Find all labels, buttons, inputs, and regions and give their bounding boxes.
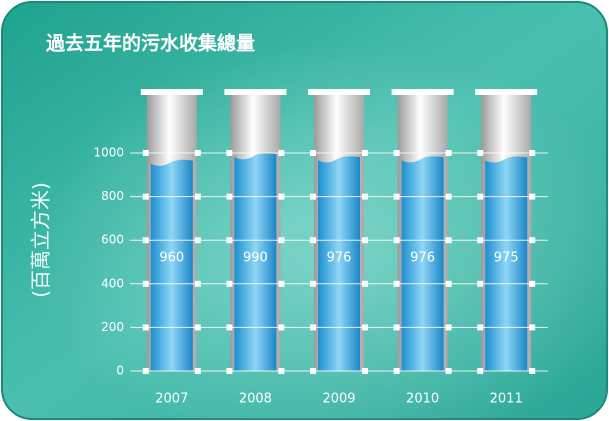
grid-notch (477, 324, 484, 331)
grid-notch (278, 237, 285, 244)
grid-notch (393, 237, 400, 244)
grid-notch (529, 368, 536, 374)
value-label: 976 (327, 251, 352, 266)
tube-rim (140, 89, 203, 95)
grid-notch (477, 193, 484, 200)
grid-notch (194, 280, 201, 287)
grid-notch (445, 368, 452, 374)
grid-notch (393, 324, 400, 331)
grid-notch (226, 237, 233, 244)
grid-notch (278, 324, 285, 331)
x-tick-label: 2010 (406, 392, 439, 407)
y-tick-label: 1000 (93, 146, 124, 160)
grid-notch (362, 237, 368, 244)
grid-notch (529, 280, 536, 287)
grid-notch (194, 237, 201, 244)
x-tick-label: 2008 (239, 392, 272, 407)
y-tick-label: 200 (101, 320, 124, 334)
grid-notch (278, 193, 285, 200)
y-tick-label: 800 (101, 189, 124, 203)
value-label: 960 (159, 251, 184, 266)
grid-notch (445, 280, 452, 287)
grid-notch (445, 193, 452, 200)
grid-notch (310, 150, 316, 156)
grid-notch (226, 193, 233, 200)
value-label: 975 (494, 251, 519, 266)
grid-notch (362, 368, 368, 374)
grid-notch (142, 237, 149, 244)
grid-notch (445, 150, 452, 156)
grid-notch (310, 368, 316, 374)
grid-notch (194, 150, 201, 156)
grid-notch (529, 237, 536, 244)
grid-notch (226, 324, 233, 331)
grid-notch (310, 193, 316, 200)
grid-notch (226, 280, 233, 287)
grid-notch (445, 237, 452, 244)
grid-notch (393, 280, 400, 287)
grid-notch (477, 368, 484, 374)
y-tick-label: 0 (116, 364, 124, 378)
grid-notch (477, 150, 484, 156)
grid-notch (529, 193, 536, 200)
grid-notch (393, 193, 400, 200)
tube-rim (308, 89, 370, 95)
grid-notch (393, 368, 400, 374)
grid-notch (310, 237, 316, 244)
grid-notch (393, 150, 400, 156)
x-tick-label: 2009 (322, 392, 355, 407)
grid-notch (142, 193, 149, 200)
grid-notch (310, 324, 316, 331)
grid-notch (477, 280, 484, 287)
x-tick-label: 2011 (490, 392, 523, 407)
value-label: 976 (410, 251, 435, 266)
y-tick-label: 400 (101, 276, 124, 290)
grid-notch (226, 150, 233, 156)
grid-notch (529, 324, 536, 331)
grid-notch (529, 150, 536, 156)
grid-notch (278, 150, 285, 156)
grid-notch (194, 368, 201, 374)
grid-notch (226, 368, 233, 374)
grid-notch (142, 280, 149, 287)
grid-notch (362, 280, 368, 287)
bar (150, 159, 193, 371)
grid-notch (142, 150, 149, 156)
grid-notch (194, 324, 201, 331)
grid-notch (362, 150, 368, 156)
bar (234, 153, 277, 371)
bar (401, 156, 444, 371)
chart-title: 過去五年的污水收集總量 (46, 32, 255, 55)
bar (318, 156, 360, 371)
tube-rim (224, 89, 287, 95)
x-tick-label: 2007 (155, 392, 188, 407)
bar (485, 156, 528, 371)
grid-notch (278, 368, 285, 374)
y-axis-label: (百萬立方米) (29, 182, 53, 298)
grid-notch (362, 324, 368, 331)
grid-notch (477, 237, 484, 244)
tube-rim (475, 89, 538, 95)
tube-rim (391, 89, 454, 95)
grid-notch (445, 324, 452, 331)
grid-notch (310, 280, 316, 287)
value-label: 990 (243, 251, 268, 266)
grid-notch (278, 280, 285, 287)
y-tick-label: 600 (101, 233, 124, 247)
grid-notch (142, 368, 149, 374)
grid-notch (194, 193, 201, 200)
grid-notch (142, 324, 149, 331)
grid-notch (362, 193, 368, 200)
